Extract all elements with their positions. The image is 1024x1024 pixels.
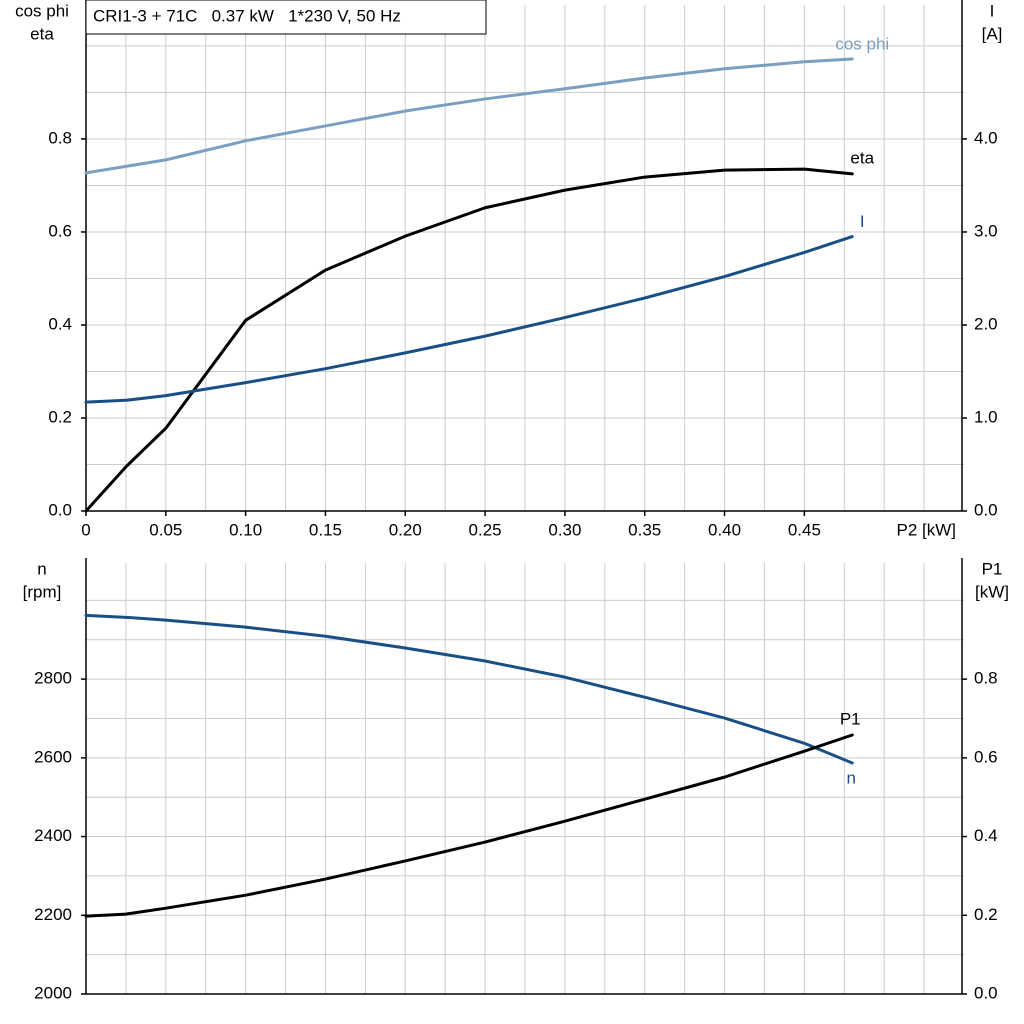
y-tick-label: 2200: [34, 905, 72, 924]
y-axis-label: eta: [30, 24, 54, 43]
y-tick-label: 2800: [34, 669, 72, 688]
y-axis-label: cos phi: [15, 1, 69, 20]
y2-axis-label: [kW]: [975, 582, 1009, 601]
series-line: [84, 613, 854, 765]
y-axis-label: [rpm]: [23, 582, 62, 601]
y2-tick-label: 4.0: [974, 128, 998, 147]
y-tick-label: 0.0: [48, 500, 72, 519]
y-tick-label: 0.2: [48, 407, 72, 426]
title-box: [85, 0, 487, 35]
y2-axis-label: I: [990, 1, 995, 20]
y2-tick-label: 2.0: [974, 314, 998, 333]
y2-tick-label: 3.0: [974, 221, 998, 240]
x-tick-label: 0.15: [309, 520, 342, 539]
y2-tick-label: 1.0: [974, 407, 998, 426]
y2-tick-label: 0.8: [974, 669, 998, 688]
y-tick-label: 0.4: [48, 314, 72, 333]
x-tick-label: 0.40: [708, 520, 741, 539]
y2-tick-label: 0.0: [974, 983, 998, 1002]
y-tick-label: 2600: [34, 747, 72, 766]
x-tick-label: 0.10: [229, 520, 262, 539]
series-name: eta: [850, 148, 874, 167]
y-tick-label: 0.6: [48, 221, 72, 240]
y2-tick-label: 0.2: [974, 905, 998, 924]
x-tick-label: 0.45: [788, 520, 821, 539]
x-tick-label: 0.20: [389, 520, 422, 539]
x-axis-label: P2 [kW]: [896, 520, 956, 539]
y2-axis-label: [A]: [982, 24, 1003, 43]
series-line: [84, 167, 854, 513]
x-tick-label: 0.35: [628, 520, 661, 539]
series-name: P1: [840, 709, 861, 728]
chart-title: CRI1-3 + 71C 0.37 kW 1*230 V, 50 Hz: [93, 6, 401, 25]
x-tick-label: 0.25: [469, 520, 502, 539]
series-name: I: [860, 212, 865, 231]
y2-tick-label: 0.4: [974, 826, 998, 845]
y-tick-label: 2400: [34, 826, 72, 845]
series-line: [84, 733, 854, 918]
series-name: cos phi: [835, 34, 889, 53]
x-tick-label: 0: [81, 520, 90, 539]
x-tick-label: 0.30: [548, 520, 581, 539]
y-tick-label: 0.8: [48, 128, 72, 147]
series-line: [84, 235, 854, 404]
y2-axis-label: P1: [982, 559, 1003, 578]
y-tick-label: 2000: [34, 983, 72, 1002]
y2-tick-label: 0.0: [974, 500, 998, 519]
y-axis-label: n: [37, 559, 46, 578]
x-tick-label: 0.05: [149, 520, 182, 539]
series-line: [84, 57, 854, 175]
series-name: n: [847, 768, 856, 787]
y2-tick-label: 0.6: [974, 747, 998, 766]
